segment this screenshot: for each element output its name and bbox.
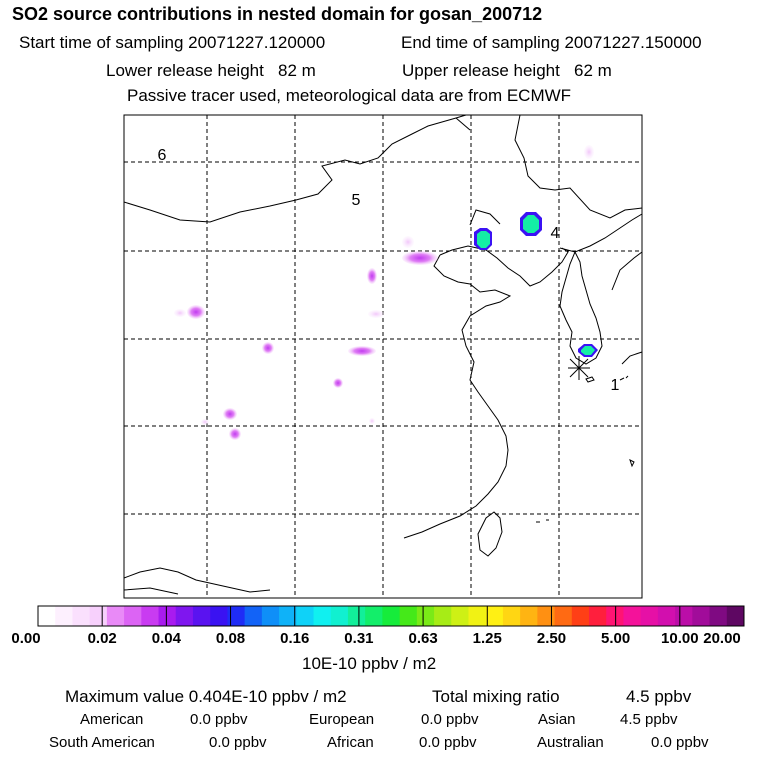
colorbar-tick-label: 2.50: [536, 630, 567, 647]
region-label-1: 1: [611, 377, 620, 394]
lower-release-height: Lower release height 82 m: [106, 61, 316, 80]
colorbar-swatch: [502, 606, 521, 626]
colorbar-tick-label: 10.00: [661, 630, 699, 647]
asian-label: Asian: [538, 711, 576, 728]
colorbar-swatch: [520, 606, 538, 626]
colorbar-swatch: [72, 606, 91, 626]
colorbar-swatch: [571, 606, 590, 626]
model-info-label: Passive tracer used, meteorological data…: [127, 86, 572, 105]
colorbar-swatch: [175, 606, 194, 626]
colorbar-swatch: [606, 606, 624, 626]
colorbar-swatch: [124, 606, 142, 626]
colorbar-swatch: [227, 606, 246, 626]
upper-release-height: Upper release height 62 m: [402, 61, 612, 80]
colorbar: [37, 605, 745, 627]
colorbar-swatch: [451, 606, 469, 626]
colorbar-swatch: [313, 606, 332, 626]
colorbar-tick-label: 0.02: [87, 630, 117, 647]
asian-value: 4.5 ppbv: [620, 711, 678, 728]
region-label-6: 6: [158, 147, 167, 164]
colorbar-swatch: [640, 606, 659, 626]
colorbar-swatch: [279, 606, 297, 626]
colorbar-swatch: [416, 606, 435, 626]
region-label-4: 4: [551, 225, 560, 242]
european-label: European: [309, 711, 375, 728]
colorbar-swatch: [244, 606, 263, 626]
american-label: American: [80, 711, 144, 728]
colorbar-swatch: [382, 606, 401, 626]
colorbar-swatch: [141, 606, 160, 626]
colorbar-swatch: [657, 606, 676, 626]
colorbar-tick-label: 1.25: [472, 630, 502, 647]
colorbar-swatch: [192, 606, 211, 626]
australian-label: Australian: [537, 734, 604, 751]
colorbar-swatch: [89, 606, 108, 626]
colorbar-swatch: [399, 606, 418, 626]
coastlines-borders: [123, 114, 643, 595]
american-value: 0.0 ppbv: [190, 711, 248, 728]
colorbar-tick-label: 0.08: [215, 630, 246, 647]
colorbar-tick-label: 5.00: [601, 630, 631, 647]
colorbar-tick-label: 0.00: [11, 630, 41, 647]
colorbar-swatch: [537, 606, 556, 626]
australian-value: 0.0 ppbv: [651, 734, 709, 751]
african-label: African: [327, 734, 374, 751]
colorbar-swatch: [261, 606, 280, 626]
south-american-value: 0.0 ppbv: [209, 734, 267, 751]
colorbar-swatch: [55, 606, 73, 626]
concentration-plumes: [174, 145, 598, 440]
colorbar-swatch: [485, 606, 504, 626]
region-label-5: 5: [352, 192, 361, 209]
african-value: 0.0 ppbv: [419, 734, 477, 751]
colorbar-tick-label: 0.16: [280, 630, 310, 647]
colorbar-swatch: [210, 606, 228, 626]
colorbar-swatch: [434, 606, 452, 626]
total-mixing-value: 4.5 ppbv: [626, 687, 692, 706]
colorbar-swatch: [726, 606, 745, 626]
colorbar-tick-label: 0.31: [344, 630, 374, 647]
colorbar-tick-label: 20.00: [703, 630, 741, 647]
lat-lon-grid: [124, 115, 642, 598]
colorbar-swatch: [468, 606, 487, 626]
receptor-star-icon: [568, 356, 590, 380]
colorbar-swatch: [554, 606, 573, 626]
colorbar-swatch: [347, 606, 366, 626]
colorbar-swatch: [158, 606, 177, 626]
colorbar-unit: 10E-10 ppbv / m2: [302, 654, 437, 673]
colorbar-swatch: [106, 606, 125, 626]
colorbar-swatch: [709, 606, 728, 626]
colorbar-tick-label: 0.63: [408, 630, 438, 647]
colorbar-swatch: [692, 606, 711, 626]
colorbar-swatch: [296, 606, 315, 626]
colorbar-swatch: [675, 606, 693, 626]
end-time-label: End time of sampling 20071227.150000: [401, 33, 702, 52]
total-mixing-label: Total mixing ratio: [432, 687, 560, 706]
colorbar-swatch: [623, 606, 642, 626]
south-american-label: South American: [49, 734, 155, 751]
plot-title: SO2 source contributions in nested domai…: [12, 4, 543, 24]
colorbar-tick-label: 0.04: [151, 630, 181, 647]
colorbar-swatch: [330, 606, 349, 626]
european-value: 0.0 ppbv: [421, 711, 479, 728]
colorbar-swatch: [38, 606, 56, 626]
colorbar-swatch: [589, 606, 607, 626]
max-value-label: Maximum value 0.404E-10 ppbv / m2: [65, 687, 347, 706]
start-time-label: Start time of sampling 20071227.120000: [19, 33, 326, 52]
colorbar-swatch: [365, 606, 383, 626]
